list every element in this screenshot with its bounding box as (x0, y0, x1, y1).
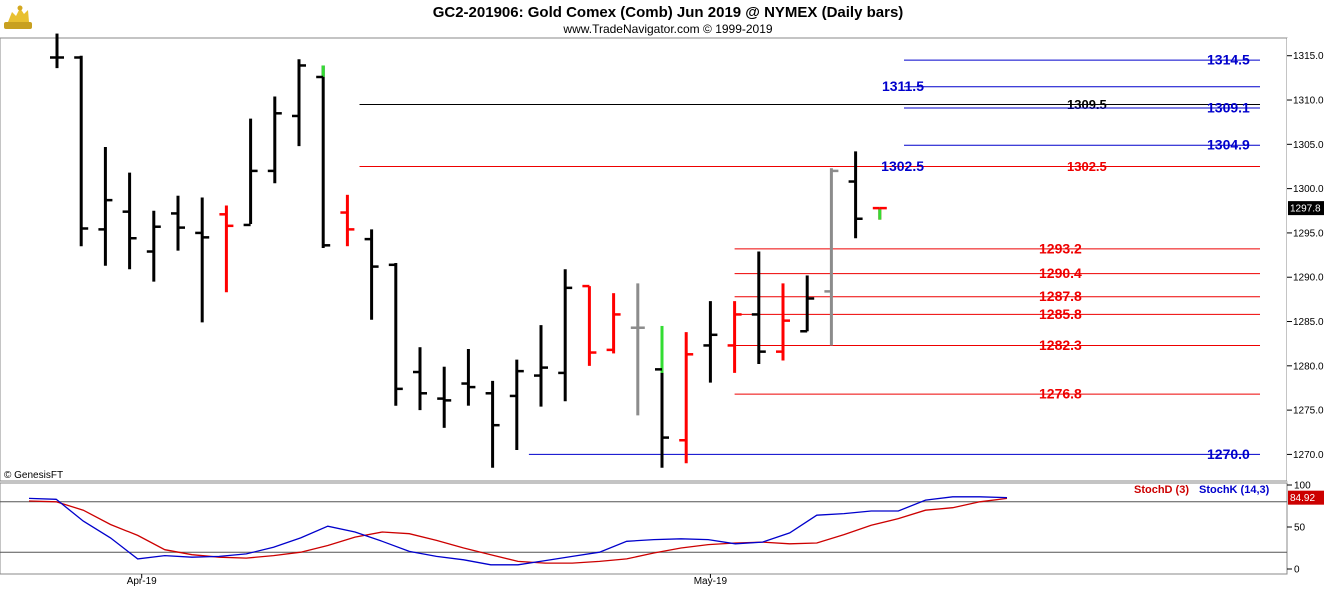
price-level-label: 1293.2 (1039, 240, 1082, 256)
gold-bull-icon (4, 5, 32, 29)
ohlc-bar (485, 380, 500, 468)
ohlc-bar (316, 65, 331, 248)
price-axis-tick-label: 1275.0 (1293, 406, 1324, 417)
ohlc-bar (824, 168, 839, 346)
ohlc-bar (461, 348, 476, 406)
ohlc-bar (243, 118, 258, 227)
ohlc-bar (509, 359, 524, 450)
stochastic-axis-tick-label: 0 (1294, 565, 1300, 576)
ohlc-bar (606, 293, 621, 354)
chart-subtitle: www.TradeNavigator.com © 1999-2019 (562, 22, 772, 36)
price-axis-tick-label: 1315.0 (1293, 51, 1324, 62)
ohlc-bar (703, 301, 718, 383)
price-level-label: 1311.5 (882, 78, 924, 94)
price-level-label: 1309.1 (1207, 99, 1250, 115)
bars-layer (50, 33, 887, 468)
stoch-d-line (28, 497, 1008, 564)
legend-stoch-d: StochD (3) (1134, 484, 1189, 496)
ohlc-bar (219, 205, 234, 293)
copyright-label: © GenesisFT (4, 470, 63, 481)
price-level-label: 1276.8 (1039, 386, 1082, 402)
ohlc-bar (50, 33, 64, 69)
levels-layer: 1314.5 1311.5 1309.5 1309.1 1304.9 1302.5 1302… (359, 52, 1260, 462)
ohlc-bar (558, 269, 573, 402)
ohlc-bar (413, 347, 427, 411)
ohlc-bar (437, 366, 452, 428)
price-axis-tick-label: 1270.0 (1293, 450, 1324, 461)
ohlc-bar (171, 195, 185, 251)
price-axis-tick-label: 1310.0 (1293, 96, 1324, 107)
ohlc-bar (751, 251, 766, 365)
price-axis-tick-label: 1300.0 (1293, 184, 1324, 195)
ohlc-bar (872, 206, 887, 220)
price-axis-tick-label: 1295.0 (1293, 228, 1324, 239)
price-level-label: 1302.5 (881, 158, 924, 174)
ohlc-bar (122, 172, 137, 270)
ohlc-bar (364, 229, 379, 320)
price-level-label: 1302.5 (1067, 159, 1107, 174)
price-level-label: 1287.8 (1039, 288, 1082, 304)
price-level-label: 1304.9 (1207, 137, 1250, 153)
price-axis-tick-label: 1290.0 (1293, 273, 1324, 284)
stoch-k-line (28, 496, 1008, 566)
header: GC2-201906: Gold Comex (Comb) Jun 2019 @… (4, 4, 903, 36)
price-axis-tick-label: 1305.0 (1293, 140, 1324, 151)
legend-stoch-k: StochK (14,3) (1199, 484, 1270, 496)
price-level-label: 1314.5 (1207, 52, 1250, 68)
date-axis-label: Apr-19 (127, 576, 157, 587)
price-level-label: 1290.4 (1039, 265, 1082, 281)
price-panel (0, 37, 1288, 482)
price-level-label: 1282.3 (1039, 337, 1082, 353)
ohlc-bar (727, 301, 742, 373)
price-axis-tick-label: 1285.0 (1293, 317, 1324, 328)
stochastic-axis-tick-label: 50 (1294, 523, 1306, 534)
ohlc-bar (195, 197, 210, 323)
ohlc-bar (534, 325, 548, 407)
ohlc-bar (582, 284, 597, 366)
chart-title: GC2-201906: Gold Comex (Comb) Jun 2019 @… (433, 4, 904, 21)
ohlc-bar (655, 325, 669, 468)
last-price-value: 1297.8 (1290, 204, 1321, 215)
ohlc-bar (146, 210, 161, 282)
price-axis-tick-label: 1280.0 (1293, 361, 1324, 372)
date-axis-label: May-19 (694, 576, 728, 587)
ohlc-bar (630, 283, 645, 416)
ohlc-bar (800, 275, 815, 333)
ohlc-bar (388, 263, 403, 406)
ohlc-bar (98, 146, 113, 266)
price-level-label: 1270.0 (1207, 446, 1250, 462)
price-axis-ticks: 1270.0 1275.0 1280.0 1285.0 1290.0 1295.0 1300… (1287, 51, 1324, 461)
stochastic-last-value-tag (1288, 490, 1324, 505)
stochastic-axis-tick-label: 100 (1294, 481, 1311, 492)
ohlc-bar (679, 332, 694, 464)
ohlc-bar (267, 96, 282, 184)
ohlc-bar (848, 151, 863, 239)
price-level-label: 1309.5 (1067, 97, 1107, 112)
ohlc-bar (74, 55, 89, 247)
date-axis: Apr-19 May-19 (127, 574, 728, 587)
stochastic-panel (0, 482, 1288, 575)
last-price-tag (1288, 201, 1324, 216)
stochastic-last-value: 84.92 (1290, 493, 1315, 504)
ohlc-bar (292, 59, 306, 147)
ohlc-bar (776, 283, 790, 361)
price-axis (1287, 38, 1336, 481)
price-level-label: 1285.8 (1039, 306, 1082, 322)
ohlc-bar (340, 194, 355, 247)
